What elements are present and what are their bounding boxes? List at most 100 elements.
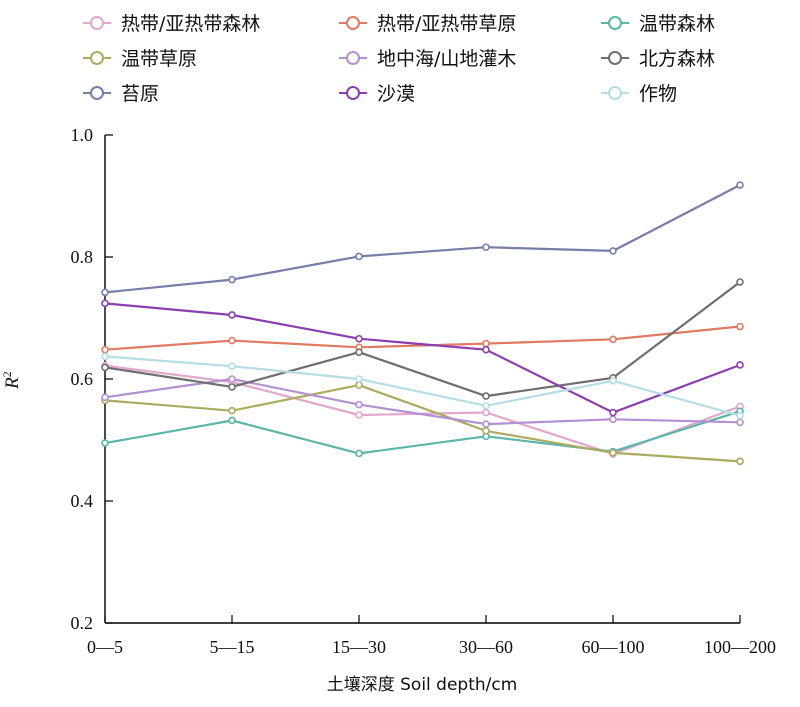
legend-swatch-marker <box>608 16 622 30</box>
legend-swatch-marker <box>346 86 360 100</box>
legend-label: 热带/亚热带草原 <box>377 13 516 35</box>
data-point <box>609 377 617 385</box>
data-point <box>736 322 744 331</box>
x-ticks: 0—5 5—15 15—30 30—60 60—100 100—200 <box>87 615 776 657</box>
series-group <box>101 181 744 466</box>
y-axis-title: R2 <box>0 371 23 390</box>
x-axis-title: 土壤深度 Soil depth/cm <box>327 674 518 695</box>
data-point <box>355 252 363 261</box>
legend-item: 作物 <box>601 83 677 105</box>
legend-swatch-marker <box>346 51 360 65</box>
y-tick-label: 0.6 <box>71 369 94 389</box>
legend-item: 地中海/山地灌木 <box>339 48 516 70</box>
legend-item: 苔原 <box>83 83 159 105</box>
data-point <box>355 348 363 356</box>
data-point <box>482 339 490 348</box>
legend-item: 温带草原 <box>83 48 197 70</box>
data-point <box>482 243 490 252</box>
data-point <box>101 363 109 372</box>
series-3 <box>101 381 744 466</box>
data-point <box>736 278 744 286</box>
series-line <box>104 410 741 455</box>
series-5 <box>101 278 744 400</box>
legend-label: 温带草原 <box>121 48 197 70</box>
data-point <box>609 335 617 344</box>
data-point <box>101 352 109 361</box>
data-point <box>482 345 490 354</box>
legend-label: 北方森林 <box>639 48 715 70</box>
legend-item: 温带森林 <box>601 13 715 35</box>
data-point <box>482 392 490 400</box>
data-point <box>355 375 363 383</box>
x-tick-label: 15—30 <box>332 637 386 657</box>
y-tick-label: 0.2 <box>71 613 94 633</box>
data-point <box>736 457 744 466</box>
data-point <box>101 439 109 447</box>
data-point <box>736 418 744 427</box>
series-line <box>104 302 741 414</box>
series-1 <box>101 322 744 354</box>
series-6 <box>101 181 744 297</box>
y-tick-label: 0.4 <box>71 491 94 511</box>
data-point <box>609 408 617 417</box>
data-point <box>482 420 490 428</box>
y-tick-label: 0.8 <box>71 247 94 267</box>
data-point <box>355 411 363 419</box>
data-point <box>736 411 744 420</box>
data-point <box>355 334 363 343</box>
x-tick-label: 0—5 <box>87 637 123 657</box>
series-line <box>104 355 741 417</box>
series-line <box>104 384 741 463</box>
series-4 <box>101 375 744 428</box>
series-8 <box>101 352 744 420</box>
y-tick-label: 1.0 <box>71 125 94 145</box>
legend-label: 地中海/山地灌木 <box>377 48 516 70</box>
data-point <box>736 361 744 369</box>
series-line <box>104 325 741 351</box>
legend-swatch-marker <box>90 51 104 65</box>
legend-swatch-marker <box>608 51 622 65</box>
legend-item: 北方森林 <box>601 48 715 70</box>
legend-swatch-marker <box>90 16 104 30</box>
data-point <box>736 181 744 189</box>
series-line <box>104 184 741 294</box>
y-ticks: 0.2 0.4 0.6 0.8 1.0 <box>71 125 113 633</box>
legend-swatch-marker <box>346 16 360 30</box>
legend-label: 热带/亚热带森林 <box>121 13 260 35</box>
legend-label: 作物 <box>639 83 677 105</box>
data-point <box>609 449 617 457</box>
data-point <box>228 311 236 319</box>
data-point <box>609 415 617 424</box>
x-tick-label: 60—100 <box>582 637 645 657</box>
data-point <box>482 402 490 410</box>
data-point <box>355 400 363 409</box>
legend-swatch-marker <box>608 86 622 100</box>
legend-item: 热带/亚热带森林 <box>83 13 260 35</box>
data-point <box>228 362 236 370</box>
data-point <box>228 406 236 415</box>
data-point <box>101 393 109 402</box>
series-0 <box>101 361 744 458</box>
series-line <box>104 281 741 398</box>
x-tick-label: 100—200 <box>704 637 776 657</box>
legend-label: 苔原 <box>121 83 159 105</box>
series-7 <box>101 299 744 417</box>
data-point <box>101 299 109 308</box>
data-point <box>228 416 236 425</box>
data-point <box>228 375 236 383</box>
data-point <box>355 381 363 389</box>
data-point <box>355 449 363 458</box>
data-point <box>482 408 490 417</box>
data-point <box>228 336 236 345</box>
series-2 <box>101 407 744 458</box>
data-point <box>101 345 109 354</box>
data-point <box>482 427 490 435</box>
legend-item: 热带/亚热带草原 <box>339 13 516 35</box>
legend-swatch-marker <box>90 86 104 100</box>
data-point <box>101 288 109 297</box>
data-point <box>228 275 236 284</box>
x-tick-label: 30—60 <box>459 637 513 657</box>
data-point <box>228 383 236 391</box>
